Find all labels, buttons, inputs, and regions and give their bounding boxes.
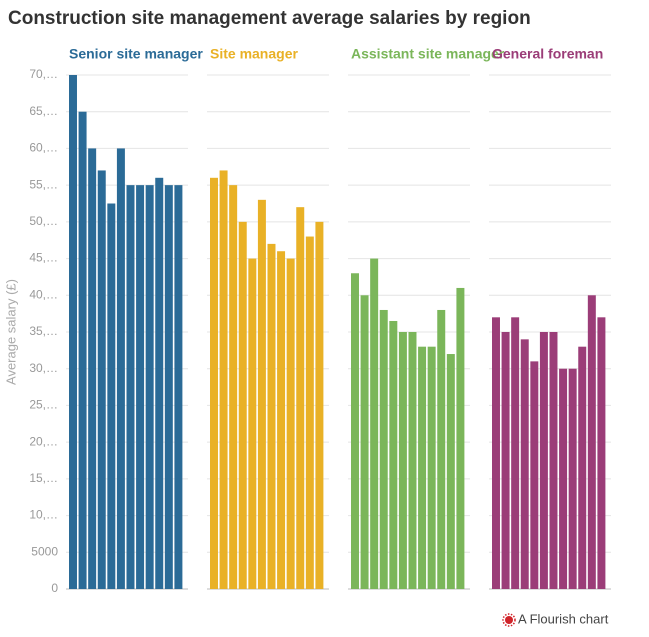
bar [418, 346, 427, 589]
bar [511, 317, 520, 589]
bar [145, 185, 154, 589]
bar [389, 320, 398, 589]
y-tick-label: 35,… [29, 324, 58, 338]
y-tick-label: 5000 [31, 544, 58, 558]
bar [578, 346, 587, 589]
y-tick-label: 10,… [29, 508, 58, 522]
bar [427, 346, 436, 589]
y-tick-label: 50,… [29, 214, 58, 228]
bar [437, 309, 446, 589]
bar [398, 332, 407, 589]
bar [238, 221, 247, 589]
y-tick-label: 30,… [29, 361, 58, 375]
bar [267, 243, 276, 589]
y-tick-label: 70,… [29, 67, 58, 81]
bar [379, 309, 388, 589]
panel-title: Site manager [210, 46, 298, 62]
bar [257, 199, 266, 590]
panel-title: General foreman [492, 46, 603, 62]
bar [549, 332, 558, 589]
bar [360, 295, 369, 589]
bar [164, 185, 173, 589]
bar [587, 295, 596, 589]
bar [370, 258, 379, 589]
bar [107, 203, 116, 589]
bar [210, 177, 218, 590]
bar [78, 111, 87, 589]
bar [456, 287, 465, 589]
bar [501, 332, 510, 589]
y-tick-label: 0 [51, 581, 58, 595]
bar [568, 368, 577, 589]
bar [97, 170, 106, 589]
bar [69, 75, 77, 589]
bar [539, 332, 548, 589]
bar [446, 354, 455, 589]
bar [530, 361, 539, 589]
y-tick-label: 60,… [29, 141, 58, 155]
bar [597, 317, 606, 589]
bar [219, 170, 228, 589]
bar [116, 148, 125, 589]
bar [559, 368, 568, 589]
bar [136, 185, 145, 589]
panel-title: Assistant site manager [351, 46, 505, 62]
bar [315, 221, 324, 589]
credit: A Flourish chart [518, 611, 609, 626]
bar [174, 185, 183, 589]
y-tick-label: 65,… [29, 104, 58, 118]
bar [277, 251, 286, 589]
panel-title: Senior site manager [69, 46, 203, 62]
bar [351, 273, 359, 589]
y-tick-label: 45,… [29, 251, 58, 265]
y-tick-label: 15,… [29, 471, 58, 485]
bar [296, 207, 305, 589]
bar [492, 317, 500, 589]
bar [248, 258, 257, 589]
bar [305, 236, 314, 590]
y-tick-label: 20,… [29, 434, 58, 448]
bar [408, 332, 417, 589]
flourish-logo [502, 613, 516, 627]
y-axis-label: Average salary (£) [3, 279, 18, 385]
chart-title: Construction site management average sal… [8, 8, 531, 29]
bar [286, 258, 295, 589]
y-tick-label: 25,… [29, 398, 58, 412]
y-tick-label: 55,… [29, 177, 58, 191]
y-tick-label: 40,… [29, 287, 58, 301]
bar [229, 185, 238, 589]
bar [88, 148, 97, 589]
bar [126, 185, 135, 589]
bar [155, 177, 164, 590]
bar [520, 339, 529, 589]
